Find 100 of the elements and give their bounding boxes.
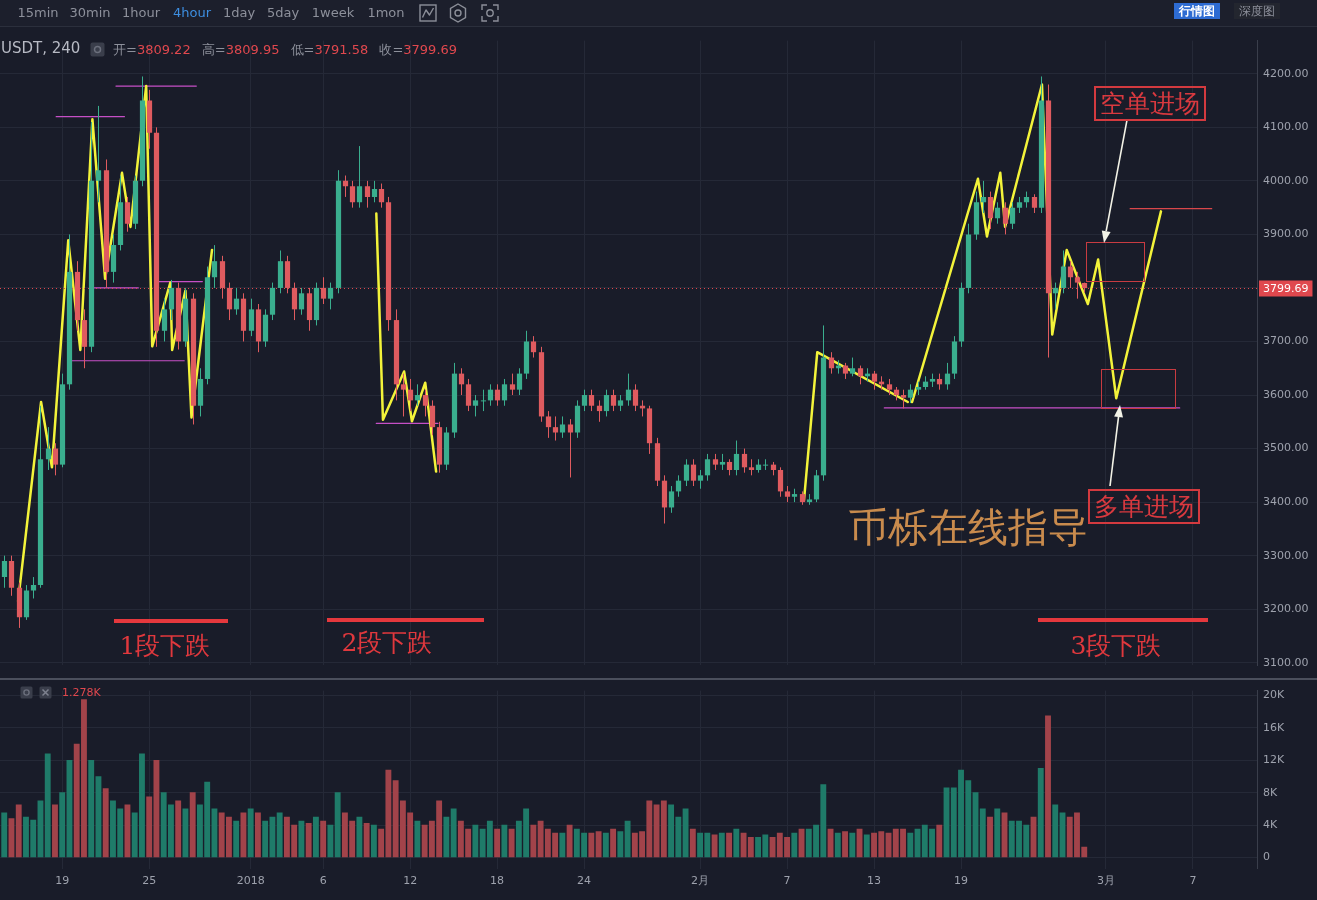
candlestick <box>349 180 356 209</box>
text: 1day <box>222 5 256 20</box>
candlestick <box>588 389 595 412</box>
bar <box>276 812 283 858</box>
bar <box>718 832 725 858</box>
bar <box>414 820 421 858</box>
candlestick <box>690 458 697 487</box>
y-tick-label: 16K <box>1263 720 1285 734</box>
bar <box>334 792 341 858</box>
bar <box>312 816 319 858</box>
bar <box>298 820 305 858</box>
bar <box>1052 804 1059 858</box>
bar <box>711 834 718 858</box>
candlestick <box>356 145 363 209</box>
x-tick-label: 2月 <box>691 874 710 888</box>
candlestick <box>422 389 429 417</box>
y-tick-label: 4000.00 <box>1263 173 1309 187</box>
bar <box>588 832 595 858</box>
bar <box>175 800 182 858</box>
bar <box>849 832 856 858</box>
x-tick-label: 12 <box>403 874 418 888</box>
y-tick-label: 3500.00 <box>1263 441 1309 455</box>
y-tick-label: 3400.00 <box>1263 494 1309 508</box>
bar <box>88 759 95 858</box>
bar <box>530 824 537 858</box>
bar <box>189 792 196 858</box>
annotation: 币栎在线指导 <box>848 504 1088 550</box>
candlestick <box>668 485 675 514</box>
y-tick-label: 12K <box>1263 753 1285 767</box>
bar <box>320 820 327 858</box>
bar <box>987 816 993 858</box>
bar <box>327 824 334 858</box>
candlestick <box>364 180 371 209</box>
bar <box>610 828 617 858</box>
bar <box>233 820 240 858</box>
candlestick <box>762 458 769 471</box>
bar <box>617 831 624 858</box>
annotation: 多单进场 <box>1094 491 1194 521</box>
x-tick-label: 19 <box>954 874 969 888</box>
candlestick <box>559 415 566 439</box>
bar <box>370 824 377 858</box>
candlestick <box>683 458 690 487</box>
y-tick-label: 4100.00 <box>1263 120 1309 134</box>
candlestick <box>161 298 168 342</box>
chart-title: USDT, 240 <box>1 39 81 57</box>
candlestick <box>371 180 378 203</box>
bar <box>52 804 58 858</box>
x-tick-label: 13 <box>867 874 882 888</box>
bar <box>472 824 479 858</box>
candlestick <box>291 282 298 321</box>
x-tick-label: 7 <box>783 874 791 888</box>
candlestick <box>248 298 255 337</box>
bar <box>356 816 363 858</box>
bar <box>863 834 870 858</box>
candlestick <box>472 394 479 417</box>
candlestick <box>777 466 784 498</box>
bar <box>791 832 798 858</box>
text: 1hour <box>121 5 161 20</box>
candlestick <box>733 440 740 476</box>
candlestick <box>400 373 407 417</box>
candlestick <box>907 383 914 404</box>
candlestick <box>124 196 131 233</box>
y-tick-label: 3300.00 <box>1263 548 1309 562</box>
candlestick <box>465 378 472 412</box>
bar <box>247 808 254 858</box>
bar <box>595 831 602 858</box>
candlestick <box>211 244 218 289</box>
candlestick <box>552 415 559 442</box>
candlestick <box>1002 201 1009 235</box>
candlestick <box>704 453 711 482</box>
candlestick <box>1 555 8 589</box>
bar <box>979 808 986 858</box>
candlestick <box>603 389 610 417</box>
text: 深度图 <box>1234 3 1280 19</box>
candlestick <box>226 282 233 321</box>
candlestick <box>987 191 994 230</box>
bar <box>15 804 22 858</box>
y-tick-label: 4K <box>1263 817 1278 831</box>
bar <box>240 812 247 858</box>
bar <box>733 828 740 858</box>
bar <box>559 832 566 858</box>
candlestick <box>697 469 704 490</box>
candlestick <box>480 389 487 412</box>
candlestick <box>1074 271 1081 300</box>
bar <box>566 824 573 858</box>
annotation: 空单进场 <box>1100 88 1200 118</box>
x-tick-label: 7 <box>1189 874 1197 888</box>
annotation: 3段下跌 <box>1070 630 1162 660</box>
x-tick-label: 2018 <box>236 874 265 888</box>
candlestick <box>610 389 617 412</box>
bar <box>501 824 508 858</box>
candlestick <box>545 410 552 439</box>
text: 30min <box>69 5 111 20</box>
x-tick-label: 19 <box>55 874 70 888</box>
y-tick-label: 0 <box>1263 850 1270 864</box>
annotation: 1.278K <box>62 686 101 699</box>
annotation: 2段下跌 <box>341 627 433 657</box>
bar <box>363 823 370 858</box>
y-tick-label: 3100.00 <box>1263 655 1309 669</box>
bar <box>146 796 153 858</box>
